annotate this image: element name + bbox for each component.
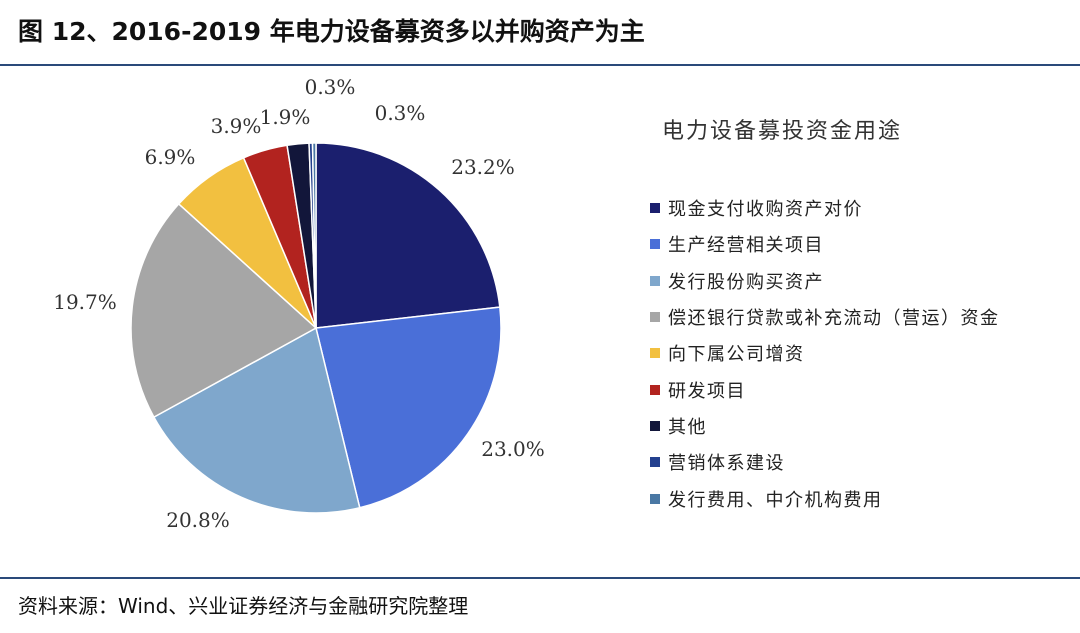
legend-title: 电力设备募投资金用途 [662, 119, 903, 144]
legend-item: 生产经营相关项目 [650, 226, 1000, 262]
pie-slice [315, 306, 502, 509]
data-label: 23.2% [451, 155, 515, 179]
top-rule [0, 64, 1080, 66]
data-label: 3.9% [211, 114, 262, 138]
legend-label: 发行费用、中介机构费用 [668, 489, 883, 511]
legend-swatch [650, 384, 660, 395]
legend-label: 发行股份购买资产 [668, 271, 824, 293]
data-label: 23.0% [481, 437, 545, 461]
legend-swatch [650, 203, 660, 214]
legend-swatch [650, 348, 660, 359]
legend-item: 向下属公司增资 [650, 335, 1000, 371]
legend-label: 向下属公司增资 [668, 344, 805, 366]
legend-swatch [650, 239, 660, 250]
data-label: 0.3% [305, 75, 356, 99]
pie-slice [130, 202, 318, 419]
legend-label: 研发项目 [668, 380, 746, 402]
legend-label: 生产经营相关项目 [668, 235, 824, 257]
legend-item: 偿还银行贷款或补充流动（营运）资金 [650, 299, 1000, 335]
legend-swatch [650, 312, 660, 323]
legend-item: 营销体系建设 [650, 444, 1000, 480]
legend-item: 其他 [650, 408, 1000, 444]
data-label: 20.8% [166, 508, 230, 532]
legend-item: 发行费用、中介机构费用 [650, 480, 1000, 516]
legend: 现金支付收购资产对价 生产经营相关项目 发行股份购买资产偿还银行贷款或补充流动（营运… [650, 190, 1000, 517]
legend-swatch [650, 457, 660, 468]
legend-swatch [650, 420, 660, 431]
pie-chart: 23.2% 23.0% 20.8% 19.7% 6.9% 3.9%1.9% 0.3% 0.3% [53, 75, 545, 532]
data-label: 1.9% [260, 105, 311, 129]
legend-swatch [650, 275, 660, 286]
pie-slice [315, 142, 501, 329]
legend-label: 其他 [668, 416, 707, 438]
legend-label: 营销体系建设 [668, 453, 785, 475]
legend-label: 偿还银行贷款或补充流动（营运）资金 [668, 308, 1000, 330]
legend-item: 现金支付收购资产对价 [650, 190, 1000, 226]
pie-slice [152, 326, 361, 514]
data-label: 6.9% [145, 145, 196, 169]
figure-title: 图 12、2016-2019 年电力设备募资多以并购资产为主 [18, 17, 645, 46]
legend-label: 现金支付收购资产对价 [668, 199, 863, 221]
legend-item: 发行股份购买资产 [650, 263, 1000, 299]
legend-item: 研发项目 [650, 371, 1000, 407]
data-label: 0.3% [375, 101, 426, 125]
bottom-rule [0, 577, 1080, 579]
data-label: 19.7% [53, 290, 117, 314]
legend-swatch [650, 493, 660, 504]
source-note: 资料来源：Wind、兴业证券经济与金融研究院整理 [18, 594, 469, 618]
pie-slice [311, 142, 317, 329]
